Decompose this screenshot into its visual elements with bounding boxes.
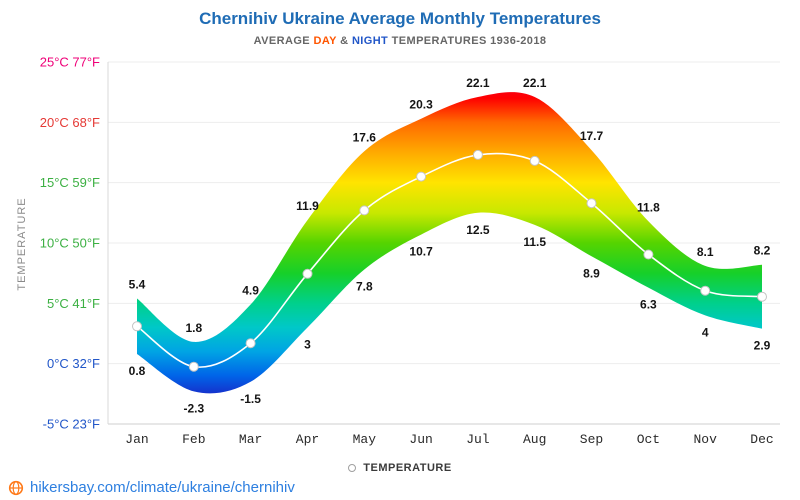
day-temp-label: 17.7 [580, 129, 604, 143]
data-point-marker[interactable] [188, 361, 199, 372]
day-temp-label: 5.4 [129, 278, 146, 292]
data-point-marker[interactable] [529, 155, 540, 166]
y-tick-label: 15°C 59°F [40, 175, 100, 190]
y-tick-label: 0°C 32°F [47, 356, 100, 371]
night-temp-label: 2.9 [754, 339, 771, 353]
day-temp-label: 20.3 [409, 98, 433, 112]
night-temp-label: 0.8 [129, 364, 146, 378]
x-axis-label: Nov [693, 432, 717, 447]
subtitle-day-word: DAY [313, 35, 337, 47]
night-temp-label: 3 [304, 338, 311, 352]
y-axis-title: TEMPERATURE [16, 197, 28, 291]
legend[interactable]: TEMPERATURE [0, 462, 800, 474]
x-axis-label: Jul [466, 432, 490, 447]
subtitle-prefix: AVERAGE [253, 35, 314, 47]
night-temp-label: 8.9 [583, 266, 600, 280]
temperature-band [137, 92, 762, 394]
x-axis-label: Jan [125, 432, 148, 447]
day-temp-label: 22.1 [466, 76, 490, 90]
day-temp-label: 11.9 [296, 199, 319, 213]
x-axis-label: Sep [580, 432, 603, 447]
night-temp-label: -1.5 [240, 392, 261, 406]
x-axis-label: Dec [750, 432, 773, 447]
footer-link[interactable]: hikersbay.com/climate/ukraine/chernihiv [30, 479, 295, 496]
night-temp-label: 7.8 [356, 280, 373, 294]
y-tick-label: -5°C 23°F [43, 417, 100, 432]
night-temp-label: -2.3 [183, 401, 204, 415]
day-temp-label: 1.8 [185, 321, 202, 335]
day-temp-label: 17.6 [353, 130, 377, 144]
y-tick-label: 25°C 77°F [40, 55, 100, 70]
y-tick-label: 20°C 68°F [40, 115, 100, 130]
data-point-marker[interactable] [643, 249, 654, 260]
data-point-marker[interactable] [757, 291, 767, 302]
data-point-marker[interactable] [586, 198, 597, 209]
chart-subtitle: AVERAGE DAY & NIGHT TEMPERATURES 1936-20… [0, 35, 800, 47]
footer: hikersbay.com/climate/ukraine/chernihiv [8, 479, 295, 496]
data-point-marker[interactable] [245, 338, 256, 349]
x-axis-label: Aug [523, 432, 546, 447]
x-axis-label: Feb [182, 432, 205, 447]
x-axis-label: Mar [239, 432, 262, 447]
globe-icon [8, 480, 24, 495]
data-point-marker[interactable] [359, 205, 370, 216]
subtitle-suffix: TEMPERATURES 1936-2018 [388, 35, 547, 47]
y-tick-label: 10°C 50°F [40, 236, 100, 251]
x-axis-label: Oct [637, 432, 660, 447]
x-axis-label: May [353, 432, 377, 447]
day-temp-label: 8.1 [697, 245, 714, 259]
night-temp-label: 12.5 [466, 223, 490, 237]
subtitle-ampersand: & [336, 35, 352, 47]
night-temp-label: 4 [702, 325, 709, 339]
night-temp-label: 11.5 [523, 235, 546, 249]
day-temp-label: 8.2 [754, 244, 771, 258]
night-temp-label: 6.3 [640, 298, 657, 312]
data-point-marker[interactable] [416, 171, 427, 182]
data-point-marker[interactable] [302, 268, 313, 279]
legend-marker-icon [348, 464, 357, 472]
x-axis-label: Apr [296, 432, 319, 447]
legend-label: TEMPERATURE [363, 462, 452, 474]
day-temp-label: 11.8 [637, 200, 660, 214]
day-temp-label: 4.9 [242, 284, 259, 298]
subtitle-night-word: NIGHT [351, 35, 389, 47]
data-point-marker[interactable] [132, 321, 142, 332]
data-point-marker[interactable] [472, 149, 483, 160]
night-temp-label: 10.7 [409, 245, 433, 259]
y-tick-label: 5°C 41°F [47, 296, 100, 311]
x-axis-label: Jun [409, 432, 432, 447]
data-point-marker[interactable] [700, 285, 711, 296]
day-temp-label: 22.1 [523, 76, 547, 90]
chart-title: Chernihiv Ukraine Average Monthly Temper… [199, 9, 601, 28]
